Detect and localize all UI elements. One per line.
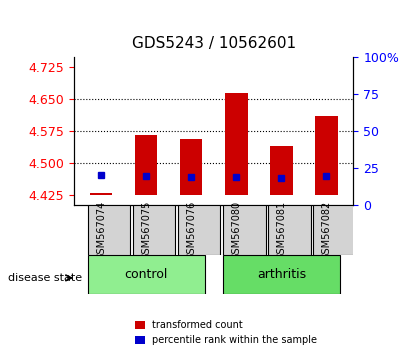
- FancyBboxPatch shape: [88, 205, 130, 255]
- FancyBboxPatch shape: [88, 255, 205, 294]
- Text: disease state: disease state: [8, 273, 82, 283]
- Text: GSM567081: GSM567081: [276, 200, 286, 260]
- Bar: [225, 93, 247, 195]
- Text: GSM567076: GSM567076: [186, 200, 196, 260]
- Bar: [135, 135, 157, 195]
- Text: arthritis: arthritis: [257, 268, 306, 281]
- Text: GSM567080: GSM567080: [231, 200, 241, 260]
- Title: GDS5243 / 10562601: GDS5243 / 10562601: [132, 36, 296, 51]
- Legend: transformed count, percentile rank within the sample: transformed count, percentile rank withi…: [131, 316, 321, 349]
- Bar: [180, 139, 203, 195]
- Text: GSM567075: GSM567075: [141, 200, 151, 260]
- Bar: [90, 193, 112, 195]
- Text: control: control: [125, 268, 168, 281]
- FancyBboxPatch shape: [223, 255, 340, 294]
- FancyBboxPatch shape: [133, 205, 175, 255]
- FancyBboxPatch shape: [313, 205, 356, 255]
- FancyBboxPatch shape: [268, 205, 311, 255]
- Text: GSM567074: GSM567074: [96, 200, 106, 260]
- FancyBboxPatch shape: [223, 205, 266, 255]
- Bar: [315, 116, 338, 195]
- Text: GSM567082: GSM567082: [321, 200, 331, 260]
- Bar: [270, 146, 293, 195]
- FancyBboxPatch shape: [178, 205, 220, 255]
